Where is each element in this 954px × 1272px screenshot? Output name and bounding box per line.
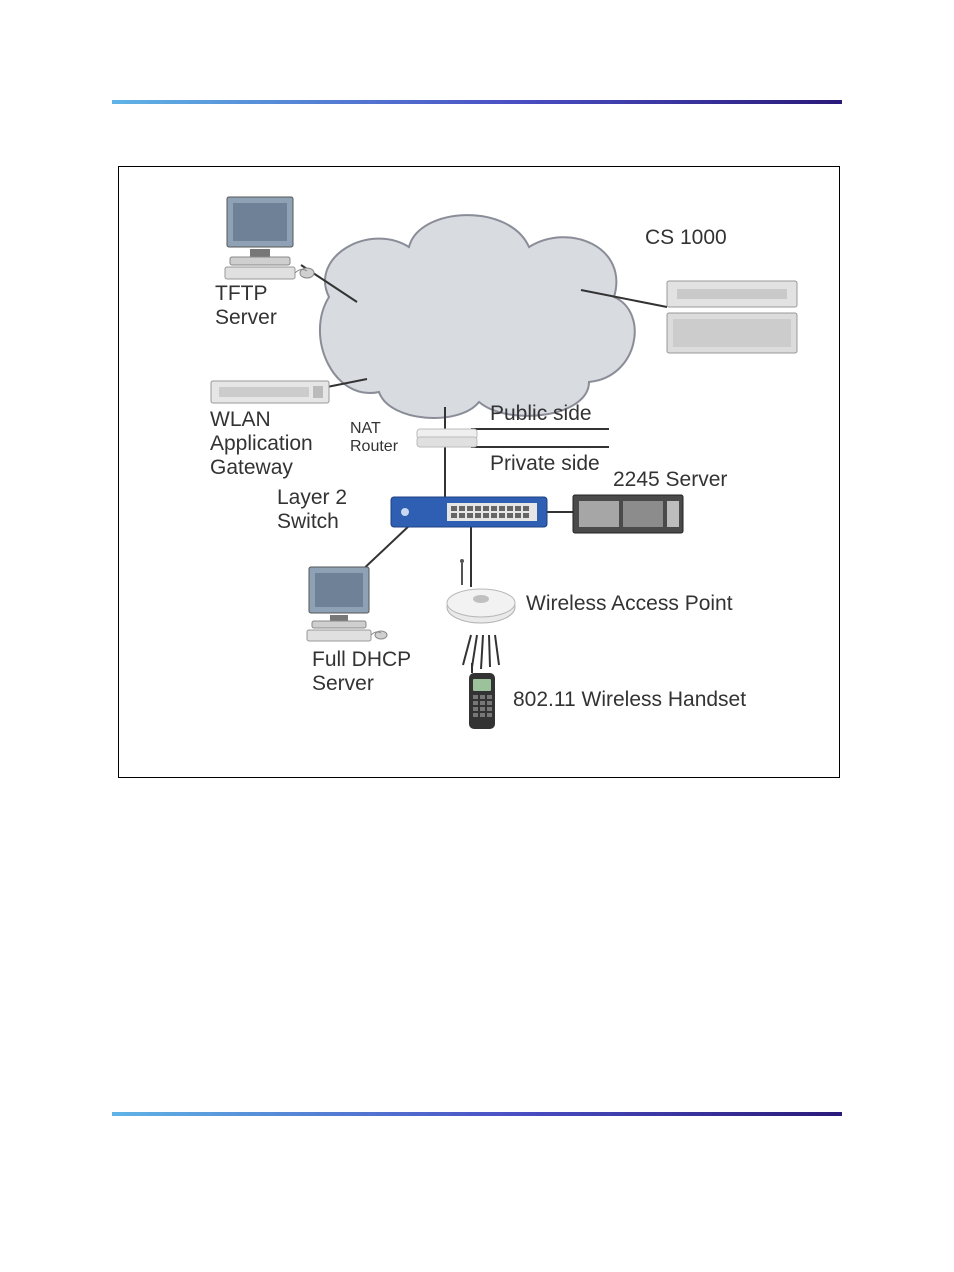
cs1000-icon	[667, 281, 797, 353]
wireless-handset-icon	[469, 663, 495, 729]
dhcp-server-label-line1: Full DHCP	[312, 647, 411, 672]
layer2-switch-label-line2: Switch	[277, 509, 339, 534]
network-diagram-figure: TFTP Server CS 1000 WLAN Application Gat…	[118, 166, 840, 778]
bottom-horizontal-rule	[112, 1112, 842, 1116]
layer2-switch-icon	[391, 497, 547, 527]
public-side-label: Public side	[490, 401, 592, 426]
layer2-switch-label-line1: Layer 2	[277, 485, 347, 510]
wlan-gateway-label-line3: Gateway	[210, 455, 293, 480]
nat-router-label-line1: NAT	[350, 419, 381, 438]
server-2245-icon	[573, 495, 683, 533]
cloud-icon	[320, 215, 635, 418]
cs1000-label: CS 1000	[645, 225, 727, 250]
wlan-gateway-label-line2: Application	[210, 431, 313, 456]
dhcp-server-icon	[307, 567, 387, 641]
tftp-server-icon	[225, 197, 314, 279]
wireless-ap-label: Wireless Access Point	[526, 591, 733, 616]
page: TFTP Server CS 1000 WLAN Application Gat…	[0, 0, 954, 1272]
tftp-server-label-line2: Server	[215, 305, 277, 330]
dhcp-server-label-line2: Server	[312, 671, 374, 696]
nat-router-label-line2: Router	[350, 437, 398, 456]
nat-router-icon	[417, 429, 477, 447]
tftp-server-label-line1: TFTP	[215, 281, 268, 306]
wireless-handset-label: 802.11 Wireless Handset	[513, 687, 746, 712]
wireless-ap-icon	[447, 559, 515, 623]
server-2245-label: 2245 Server	[613, 467, 727, 492]
wireless-signal-icon	[463, 635, 499, 669]
top-horizontal-rule	[112, 100, 842, 104]
wlan-gateway-icon	[211, 381, 329, 403]
wlan-gateway-label-line1: WLAN	[210, 407, 271, 432]
private-side-label: Private side	[490, 451, 600, 476]
